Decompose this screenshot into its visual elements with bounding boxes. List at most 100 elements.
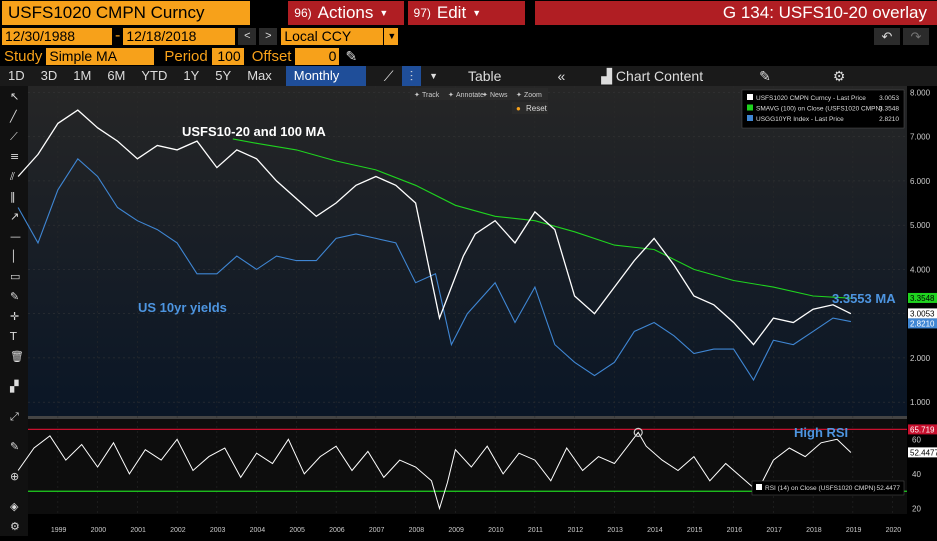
- line-chart-icon[interactable]: ⟋: [383, 68, 394, 84]
- crosshair-icon[interactable]: ✛: [10, 310, 19, 323]
- legend-swatch: [747, 94, 753, 100]
- period-input[interactable]: 100: [211, 47, 244, 65]
- rsi-tick-label: 40: [912, 470, 921, 479]
- tool-annotate-icon[interactable]: ✦: [448, 91, 454, 99]
- main-legend[interactable]: [741, 89, 905, 129]
- x-tick-label: 2000: [91, 527, 107, 534]
- chart-toolbar: 1D 3D 1M 6M YTD 1Y 5Y Max Monthly ▼ ⟋ ⫶ ▼ Table…: [0, 66, 937, 102]
- edit-chart-icon[interactable]: ✎: [759, 68, 771, 84]
- x-tick-label: 2011: [528, 527, 543, 534]
- trash-icon[interactable]: 🗑: [10, 350, 24, 363]
- channel-tool-icon[interactable]: ⫽: [9, 170, 15, 183]
- zoom-tool-icon[interactable]: ⊕: [10, 470, 19, 483]
- fib-tool-icon[interactable]: ≡: [10, 150, 19, 163]
- redo-icon[interactable]: ↷: [903, 27, 929, 45]
- tool-annotate[interactable]: Annotate: [456, 92, 484, 99]
- x-tick-label: 2009: [448, 527, 464, 534]
- chart-content-button[interactable]: ▟ Chart Content: [593, 66, 711, 86]
- mini-tools: ✦ Track ✦ Annotate✦ News ✦ Zoom: [414, 91, 542, 99]
- reset-button[interactable]: [512, 102, 548, 114]
- bar-chart-icon[interactable]: ⫶: [401, 66, 422, 86]
- ma-last-value-tag-text: 3.3548: [910, 294, 935, 303]
- trend-tool-icon[interactable]: ⟋: [10, 130, 18, 143]
- magnet-icon[interactable]: ◈: [10, 500, 19, 513]
- rsi-legend-name: RSI (14) on Close (USFS1020 CMPN): [765, 485, 876, 492]
- next-period-button[interactable]: >: [259, 27, 278, 45]
- currency-select[interactable]: Local CCY: [281, 27, 384, 45]
- ma-annotation: 3.3553 MA: [832, 291, 896, 306]
- timeframe-6m[interactable]: 6M: [107, 68, 126, 83]
- hline-tool-icon[interactable]: —: [10, 230, 21, 243]
- timeframe-1d[interactable]: 1D: [8, 68, 25, 83]
- currency-dropdown-button[interactable]: ▼: [384, 27, 399, 45]
- period-label: Period: [164, 47, 208, 65]
- bars-tool-icon[interactable]: ‖: [10, 190, 16, 203]
- undo-redo-group: ↶ ↷: [874, 27, 929, 45]
- edit-menu-number: 97): [413, 6, 431, 20]
- prev-period-button[interactable]: <: [238, 27, 257, 45]
- cursor-icon[interactable]: ↖: [10, 90, 19, 103]
- reset-icon: ●: [516, 104, 521, 113]
- tool-news[interactable]: News: [490, 92, 508, 99]
- x-axis: 1999 2000 2001 2002 2003 2004 2005 2006 2007 2008…: [51, 527, 901, 534]
- yield-last-value-tag-text: 2.8210: [910, 319, 935, 328]
- gear-icon[interactable]: ⚙: [10, 520, 20, 533]
- edit-menu-label: Edit: [436, 3, 467, 22]
- timeframe-3d[interactable]: 3D: [40, 68, 58, 83]
- offset-input[interactable]: 0: [295, 47, 340, 65]
- x-tick-label: 2019: [846, 527, 862, 534]
- tool-track[interactable]: Track: [422, 92, 440, 99]
- tool-track-icon[interactable]: ✦: [414, 91, 420, 99]
- study-select[interactable]: Simple MA: [46, 47, 155, 65]
- pencil-icon[interactable]: ✎: [345, 47, 358, 64]
- chevron-down-icon: ▼: [387, 30, 397, 41]
- frequency-select[interactable]: Monthly ▼: [285, 66, 366, 102]
- timeframe-1m[interactable]: 1M: [73, 68, 92, 83]
- undo-icon[interactable]: ↶: [874, 27, 900, 45]
- arrow-tool-icon[interactable]: ↗: [10, 210, 19, 223]
- ruler-tool-icon[interactable]: ▭: [10, 270, 20, 283]
- panel-divider[interactable]: [28, 416, 907, 419]
- gridlines: [28, 86, 907, 514]
- chart-area[interactable]: 1.0002.0003.0004.0005.0006.0007.0008.000…: [0, 86, 937, 536]
- start-date-input[interactable]: 12/30/1988: [2, 27, 112, 45]
- reset-label: Reset: [526, 104, 548, 113]
- edit-menu[interactable]: 97) Edit ▼: [407, 1, 525, 25]
- line-tool-icon[interactable]: ╱: [9, 109, 18, 123]
- table-button[interactable]: Table: [467, 68, 502, 84]
- rsi-panel-background: [28, 419, 907, 514]
- y-tick-label: 4.000: [910, 265, 931, 274]
- end-date-input[interactable]: 12/18/2018: [123, 27, 236, 45]
- actions-menu[interactable]: 96) Actions ▼: [288, 1, 404, 25]
- timeframe-1y[interactable]: 1Y: [183, 68, 200, 83]
- x-tick-label: 2005: [289, 527, 305, 534]
- rsi-legend[interactable]: [751, 480, 905, 496]
- rsi-series-line: [17, 431, 852, 511]
- pen-tool-icon[interactable]: ✎: [10, 290, 19, 303]
- timeframe-5y[interactable]: 5Y: [215, 68, 232, 83]
- timeframe-ytd[interactable]: YTD: [141, 68, 168, 83]
- pencil-icon[interactable]: ✎: [10, 440, 19, 453]
- y-tick-label: 1.000: [910, 398, 931, 407]
- legend-entry-name: USFS1020 CMPN Curncy - Last Price: [756, 95, 866, 102]
- chart-content-label: Chart Content: [615, 68, 704, 84]
- color-tool-icon[interactable]: ▞: [9, 379, 19, 393]
- timeframe-max[interactable]: Max: [247, 68, 272, 83]
- vline-tool-icon[interactable]: │: [10, 249, 17, 263]
- chart-type-dropdown[interactable]: ▼: [429, 71, 438, 81]
- collapse-panel-icon[interactable]: «: [557, 68, 566, 84]
- legend-swatch: [747, 115, 753, 121]
- text-tool-icon[interactable]: T: [9, 330, 17, 343]
- main-legend-entries: USFS1020 CMPN Curncy - Last Price 3.0053 S…: [747, 94, 899, 123]
- gear-icon[interactable]: ⚙: [832, 68, 846, 84]
- chart-content-icon: ▟: [601, 68, 613, 84]
- tool-news-icon[interactable]: ✦: [482, 91, 488, 99]
- tool-zoom-icon[interactable]: ✦: [516, 91, 522, 99]
- main-series: [17, 109, 852, 382]
- main-panel-background: [28, 86, 907, 416]
- expand-icon[interactable]: ⤢: [10, 410, 19, 423]
- tool-zoom[interactable]: Zoom: [524, 92, 542, 99]
- x-tick-label: 1999: [51, 527, 67, 534]
- ticker-field[interactable]: USFS1020 CMPN Curncy: [2, 1, 251, 25]
- frequency-label: Monthly: [293, 68, 340, 83]
